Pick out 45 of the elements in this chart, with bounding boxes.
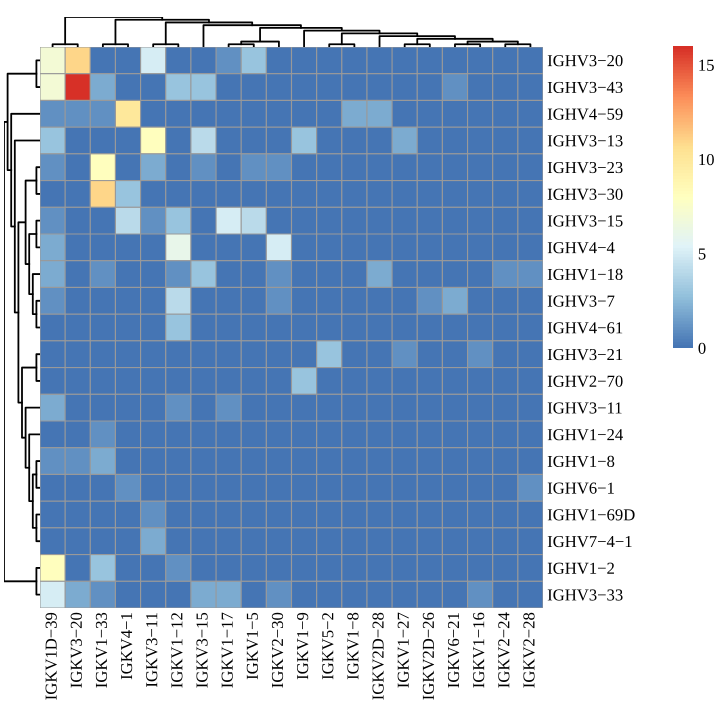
- x-tick-label: IGKV1−12: [171, 613, 183, 688]
- x-tick-label: IGKV5−2: [322, 613, 334, 680]
- y-tick-label: IGHV3−30: [548, 188, 623, 200]
- x-tick-label: IGKV4−1: [120, 613, 132, 680]
- y-tick-label: IGHV6−1: [548, 482, 614, 494]
- y-tick-label: IGHV1−2: [548, 562, 614, 574]
- y-tick-label: IGHV3−13: [548, 135, 623, 147]
- y-tick-label: IGHV1−69D: [548, 509, 635, 521]
- y-tick-label: IGHV3−11: [548, 402, 622, 414]
- y-tick-label: IGHV4−61: [548, 322, 622, 334]
- x-tick-label: IGKV3−15: [196, 612, 208, 688]
- color-bar-label: 15: [699, 60, 714, 71]
- y-tick-label: IGHV3−20: [548, 55, 623, 66]
- y-tick-label: IGHV4−59: [548, 108, 623, 120]
- x-tick-label: IGKV2−24: [498, 612, 510, 688]
- y-tick-label: IGHV1−24: [548, 429, 623, 440]
- x-tick-label: IGKV1−16: [473, 612, 484, 688]
- y-tick-label: IGHV3−21: [548, 348, 622, 360]
- x-tick-label: IGKV1−5: [246, 612, 258, 680]
- x-tick-label: IGKV3−11: [146, 613, 158, 687]
- color-bar-label: 10: [699, 154, 714, 166]
- x-tick-label: IGKV1−9: [297, 612, 308, 680]
- y-tick-label: IGHV3−15: [548, 215, 623, 227]
- x-tick-label: IGKV2D−28: [372, 612, 384, 700]
- y-tick-label: IGHV2−70: [548, 376, 623, 387]
- y-tick-label: IGHV1−8: [548, 456, 614, 468]
- x-tick-label: IGKV2−28: [523, 612, 535, 688]
- color-bar-label: 5: [698, 248, 706, 260]
- y-tick-label: IGHV7−4−1: [548, 536, 632, 548]
- x-tick-label: IGKV2D−26: [422, 612, 434, 700]
- color-bar-label: 0: [698, 342, 706, 354]
- x-tick-label: IGKV1−33: [96, 612, 108, 688]
- x-tick-label: IGKV2−30: [272, 612, 284, 688]
- y-tick-label: IGHV4−4: [548, 242, 615, 254]
- x-tick-label: IGKV6−21: [448, 613, 460, 688]
- x-tick-label: IGKV1D−39: [46, 612, 57, 700]
- y-tick-label: IGHV3−43: [548, 82, 623, 94]
- x-tick-label: IGKV1−27: [398, 612, 409, 688]
- y-tick-label: IGHV1−18: [548, 268, 623, 280]
- x-tick-label: IGKV3−20: [70, 612, 82, 688]
- x-tick-label: IGKV1−17: [222, 612, 233, 688]
- y-tick-label: IGHV3−23: [548, 162, 623, 174]
- x-tick-label: IGKV1−8: [347, 612, 359, 680]
- y-tick-label: IGHV3−7: [548, 296, 614, 307]
- y-tick-label: IGHV3−33: [548, 589, 623, 601]
